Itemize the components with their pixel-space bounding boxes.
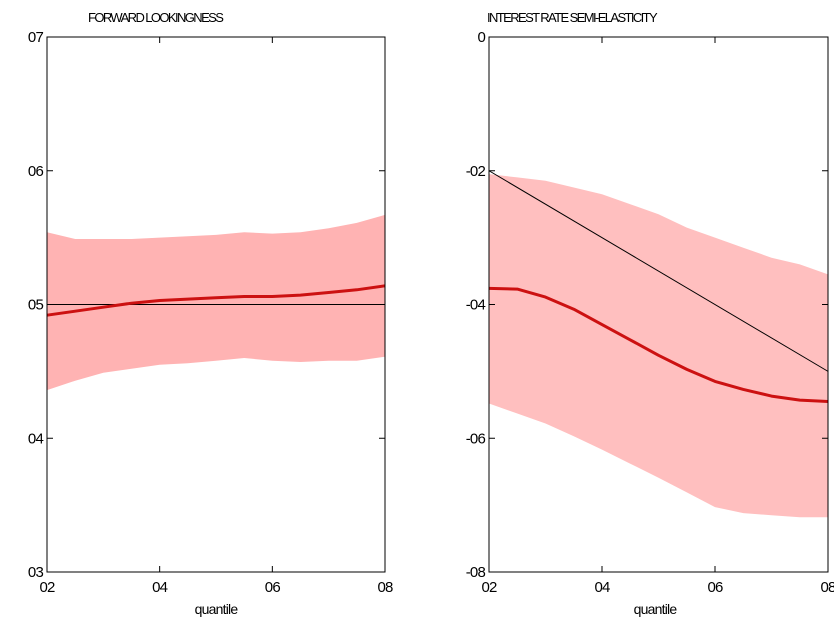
y-tick-label: 06: [28, 163, 44, 180]
y-tick-label: 03: [28, 564, 44, 581]
y-axis-ticks: 03 04 05 06 07: [28, 29, 385, 581]
median-line: [46, 284, 386, 317]
x-tick-label: 06: [265, 579, 281, 596]
y-tick-label: 07: [28, 29, 44, 46]
x-tick-label: 04: [152, 579, 168, 596]
x-tick-label: 02: [39, 579, 55, 596]
x-axis-label: quantile: [195, 601, 239, 617]
confidence-band: [47, 214, 385, 391]
x-tick-label: 08: [820, 579, 834, 596]
x-axis-ticks: 02 04 06 08: [39, 37, 394, 596]
chart-title-interest-rate-semi-elasticity: INTEREST RATE SEMI-ELASTICITY: [487, 10, 658, 25]
y-tick-label: 05: [28, 297, 44, 314]
confidence-band-area: [47, 214, 385, 391]
chart-title-forward-lookingness: FORWARD LOOKINGNESS: [88, 10, 224, 25]
x-axis-ticks: 02 04 06 08: [481, 37, 834, 596]
x-tick-label: 02: [481, 579, 497, 596]
y-tick-label: -08: [466, 564, 486, 581]
median-line-series: [488, 286, 829, 403]
y-tick-label: -06: [466, 430, 486, 447]
x-tick-label: 06: [707, 579, 723, 596]
median-line: [488, 286, 829, 403]
y-tick-label: 0: [477, 29, 485, 46]
y-tick-label: 04: [28, 430, 44, 447]
y-tick-label: -02: [466, 163, 486, 180]
x-tick-label: 08: [377, 579, 393, 596]
reference-line: [488, 170, 829, 372]
median-line-series: [46, 284, 386, 317]
reference-line-segment: [488, 170, 829, 372]
panel-interest-rate-semi-elasticity: INTEREST RATE SEMI-ELASTICITY -08-06-04-…: [466, 10, 834, 617]
y-tick-label: -04: [466, 297, 486, 314]
y-axis-ticks: -08 -06 -04 -02 0: [466, 29, 828, 581]
confidence-band-area: [489, 174, 828, 518]
confidence-band: [489, 174, 828, 518]
x-axis-label: quantile: [634, 601, 678, 617]
x-tick-label: 04: [594, 579, 610, 596]
